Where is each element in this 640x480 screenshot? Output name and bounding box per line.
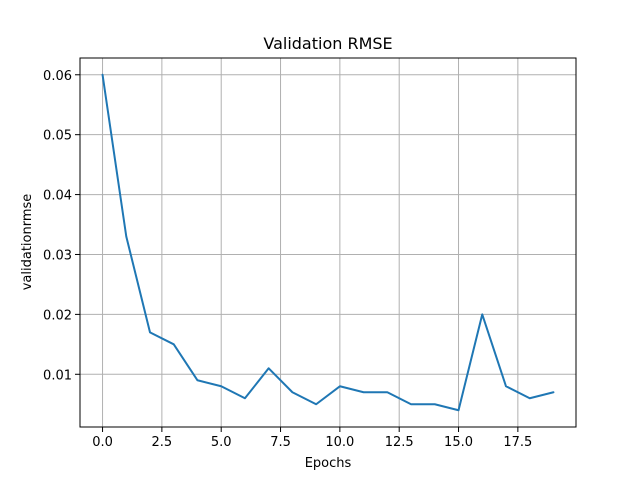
x-tick-label: 7.5 — [270, 435, 291, 450]
axes-layer — [79, 57, 577, 428]
x-axis-label: Epochs — [305, 456, 352, 471]
chart-title: Validation RMSE — [263, 34, 392, 53]
x-tick-label: 17.5 — [503, 435, 532, 450]
ticks-layer: 0.0 2.5 5.0 7.5 10.0 12.5 15.0 17.5 0.01 0.02 0.03… — [43, 69, 532, 450]
y-axis-label: validationrmse — [20, 194, 35, 291]
x-tick-label: 0.0 — [92, 435, 113, 450]
y-tick-label: 0.01 — [43, 368, 72, 383]
x-tick-label: 12.5 — [385, 435, 414, 450]
x-tick-label: 15.0 — [444, 435, 473, 450]
x-tick-label: 2.5 — [152, 435, 173, 450]
grid-layer — [80, 58, 576, 427]
y-tick-label: 0.03 — [43, 248, 72, 263]
y-tick-label: 0.06 — [43, 69, 72, 84]
plot-frame — [79, 57, 577, 428]
y-tick-label: 0.05 — [43, 129, 72, 144]
series-line — [101, 73, 555, 412]
x-tick-label: 10.0 — [325, 435, 354, 450]
y-tick-label: 0.04 — [43, 189, 72, 204]
y-tick-label: 0.02 — [43, 308, 72, 323]
x-tick-label: 5.0 — [211, 435, 232, 450]
series-layer — [101, 73, 555, 412]
